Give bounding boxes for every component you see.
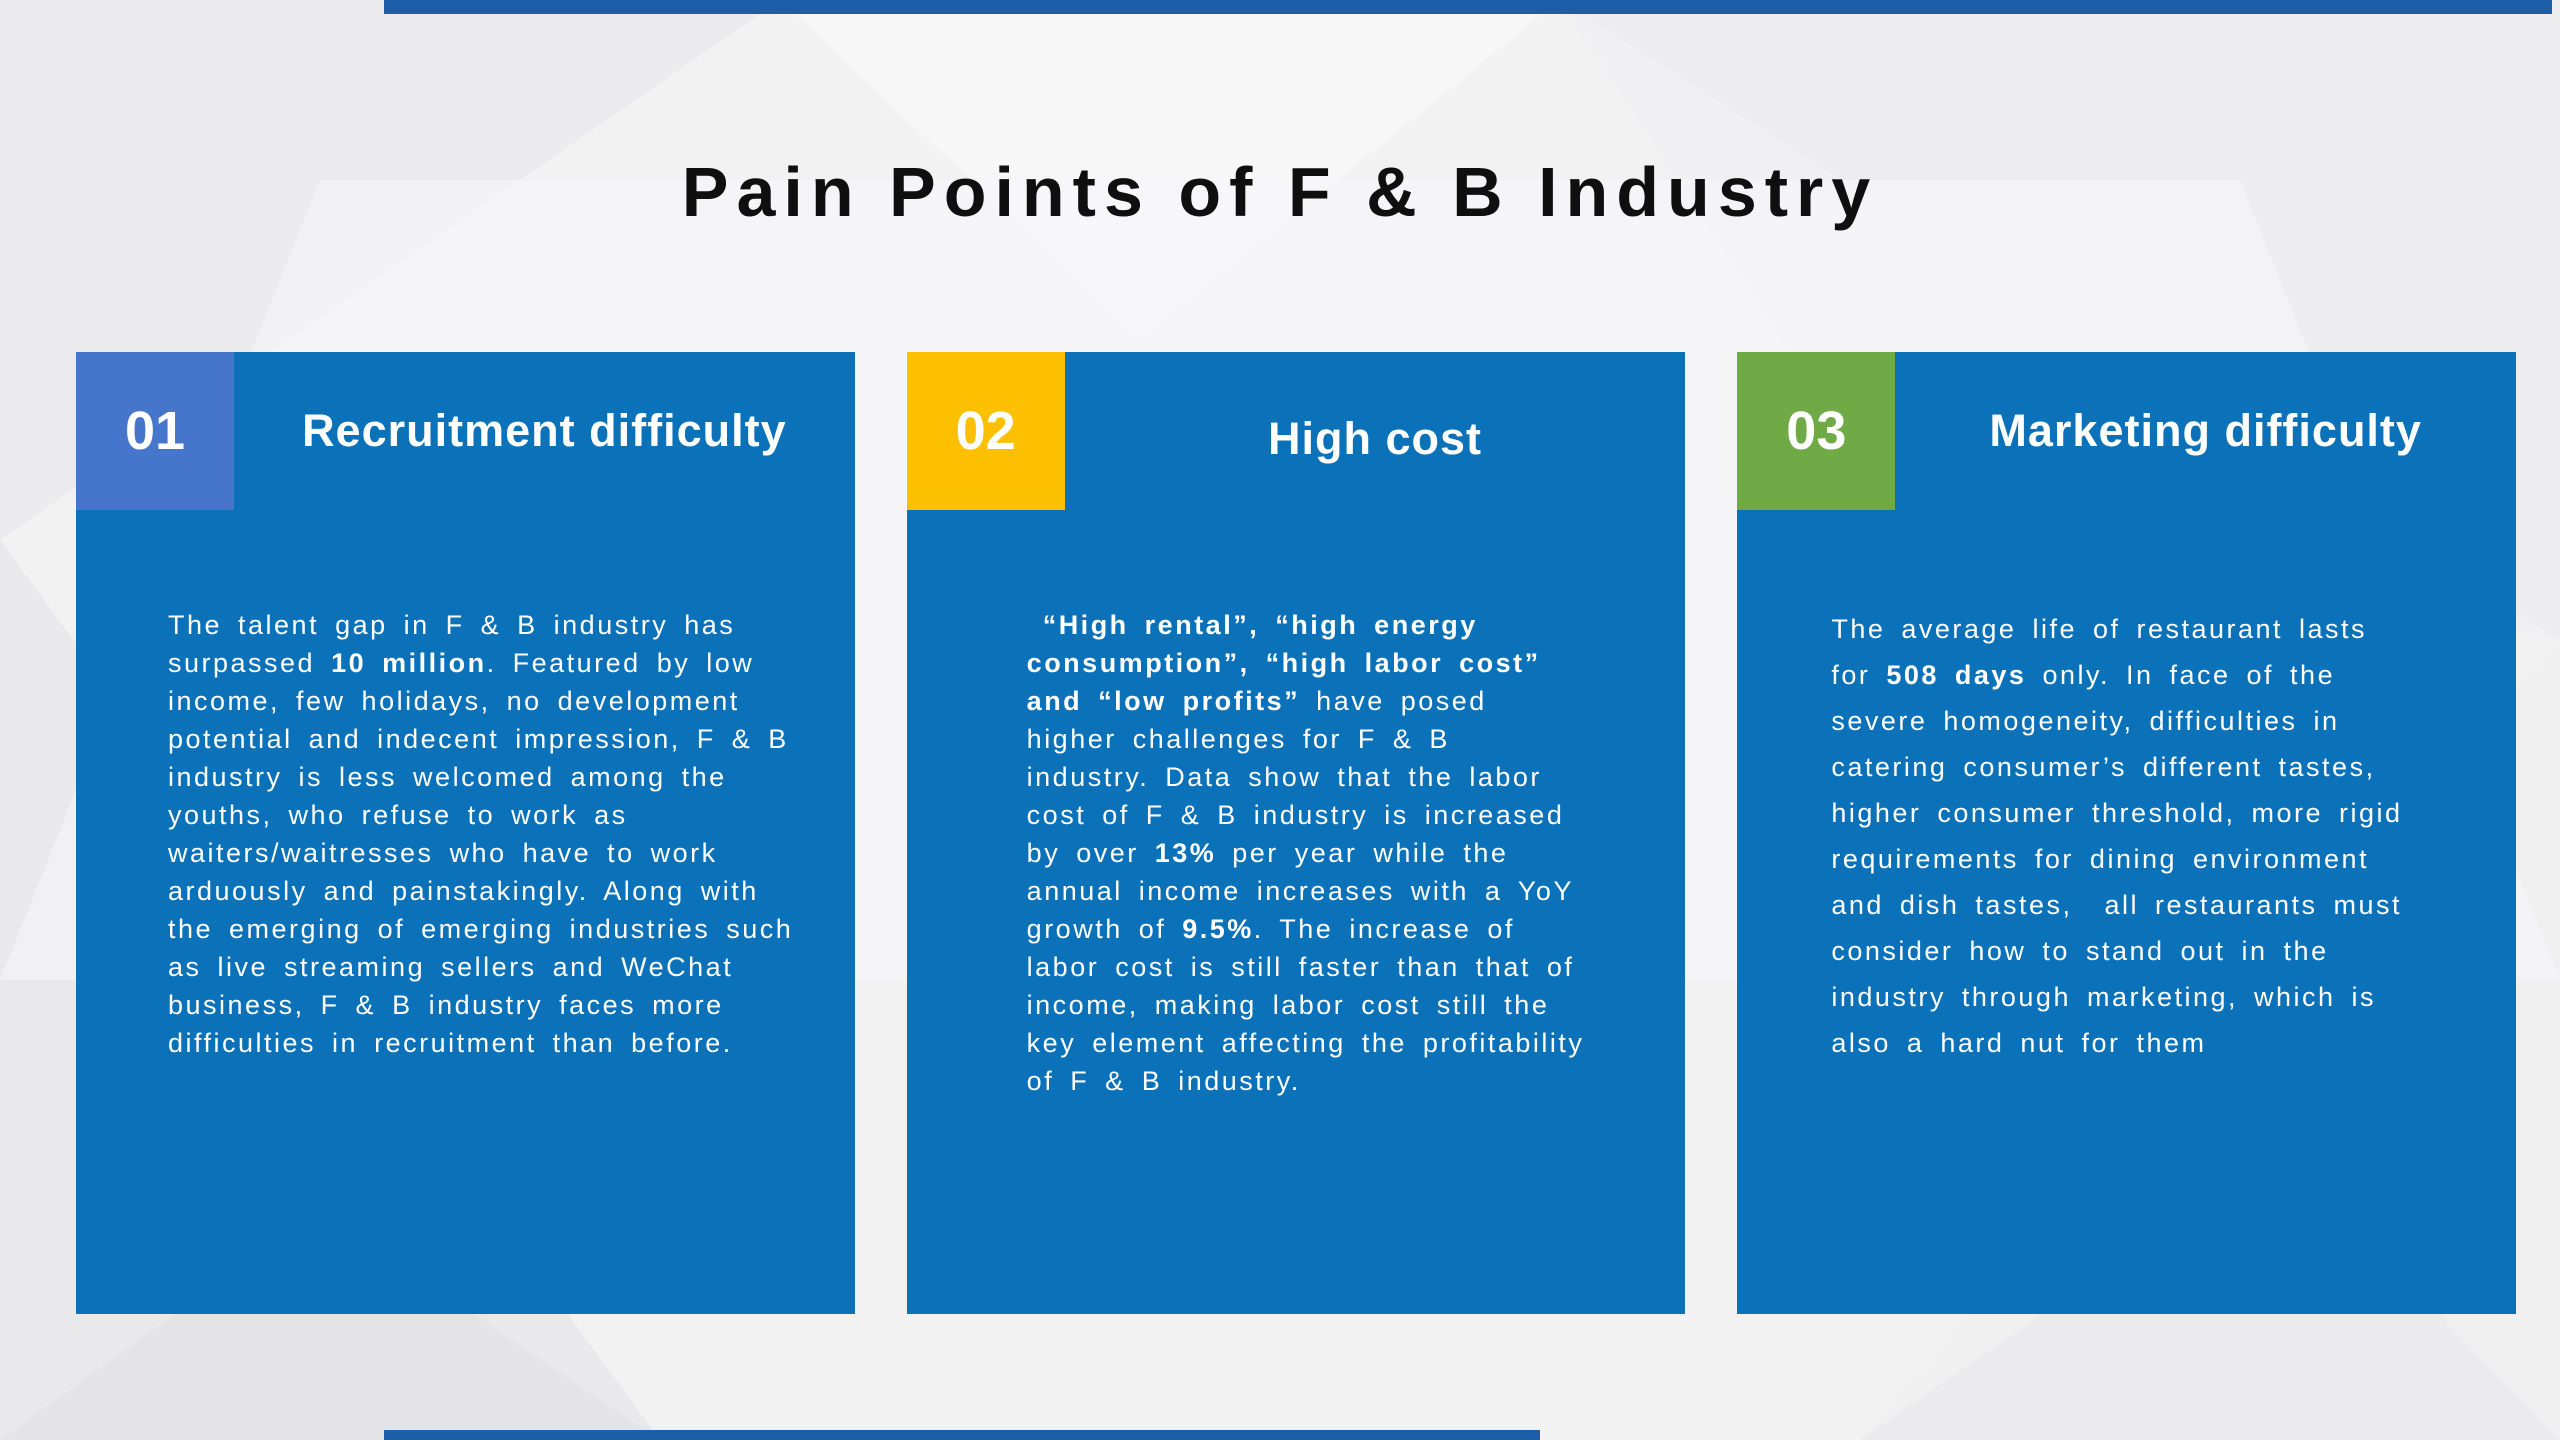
- bottom-edge-bar: [384, 1430, 1540, 1440]
- slide-title: Pain Points of F & B Industry: [681, 153, 1879, 231]
- card-number-badge: 01: [76, 352, 234, 510]
- top-edge-bar: [384, 0, 2552, 14]
- card-marketing-difficulty: 03 Marketing difficulty The average life…: [1737, 352, 2517, 1314]
- card-number: 02: [955, 401, 1016, 461]
- card-body: “High rental”, “high energy consumption”…: [1026, 610, 1601, 1096]
- card-number-badge: 03: [1737, 352, 1896, 510]
- card-header: 03 Marketing difficulty: [1737, 352, 2516, 510]
- card-title-wrap: Marketing difficulty: [1895, 352, 2516, 510]
- card-high-cost: 02 High cost “High rental”, “high energy…: [906, 352, 1686, 1314]
- card-header: 01 Recruitment difficulty: [76, 352, 855, 510]
- card-title-wrap: Recruitment difficulty: [234, 352, 855, 510]
- card-body: The average life of restaurant lasts for…: [1831, 614, 2419, 1058]
- card-number: 03: [1786, 401, 1847, 461]
- pain-point-cards: 01 Recruitment difficulty The talent gap…: [76, 352, 2517, 1314]
- card-title: Marketing difficulty: [1989, 405, 2422, 456]
- card-number-badge: 02: [906, 352, 1065, 510]
- card-header: 02 High cost: [906, 352, 1686, 510]
- card-number: 01: [124, 401, 186, 461]
- card-body: The talent gap in F & B industry has sur…: [168, 610, 810, 1058]
- card-title: High cost: [1268, 413, 1483, 464]
- card-title-wrap: High cost: [1065, 360, 1686, 518]
- card-recruitment-difficulty: 01 Recruitment difficulty The talent gap…: [76, 352, 855, 1314]
- card-title: Recruitment difficulty: [302, 405, 787, 456]
